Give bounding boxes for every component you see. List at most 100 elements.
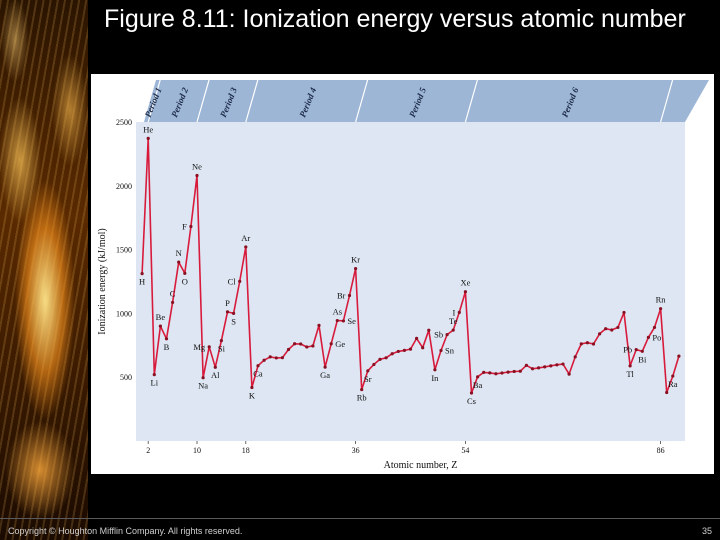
element-label: Br [337, 291, 346, 301]
data-point [451, 328, 455, 332]
data-point [262, 358, 266, 362]
data-point [219, 338, 223, 343]
data-point [396, 349, 400, 354]
data-point [585, 341, 589, 345]
period-divider [464, 79, 478, 123]
data-point [518, 369, 522, 373]
data-point [158, 324, 162, 328]
x-tick-label: 36 [352, 446, 360, 455]
data-point [555, 363, 559, 367]
x-tick-label: 86 [657, 446, 665, 455]
data-point [360, 387, 364, 392]
decorative-fire-image [0, 0, 88, 540]
period-divider [245, 79, 259, 123]
data-point [622, 310, 626, 315]
data-point [506, 370, 510, 374]
element-label: Te [449, 316, 458, 326]
data-point [616, 325, 620, 330]
element-label: H [139, 277, 145, 287]
period-divider [147, 79, 161, 123]
data-point [256, 364, 260, 368]
element-label: Ga [320, 370, 330, 380]
data-point [225, 310, 230, 314]
data-point [665, 390, 669, 395]
data-point [610, 328, 614, 332]
data-point [634, 348, 638, 352]
element-label: S [231, 316, 236, 326]
data-point [323, 365, 327, 369]
element-label: Pb [623, 345, 632, 355]
data-point [579, 342, 583, 346]
x-axis-label: Atomic number, Z [384, 460, 458, 471]
data-point [384, 356, 388, 360]
data-point [476, 375, 480, 379]
element-label: Li [151, 378, 159, 388]
element-label: Rn [656, 295, 667, 305]
data-point [250, 385, 254, 390]
data-point [671, 374, 675, 378]
element-label: K [249, 391, 256, 401]
data-point [213, 365, 217, 369]
element-label: Bi [638, 354, 647, 364]
data-point [140, 271, 144, 276]
data-point [317, 323, 321, 327]
data-point [189, 224, 193, 229]
data-point [530, 367, 535, 371]
x-tick-label: 18 [242, 446, 250, 455]
plot-area [136, 122, 685, 441]
data-point [573, 355, 577, 359]
element-label: Xe [460, 278, 470, 288]
data-point [604, 327, 608, 331]
data-point [305, 345, 309, 349]
data-point [427, 328, 431, 332]
element-label: Al [211, 370, 220, 380]
data-point [354, 267, 358, 271]
element-label: Mg [193, 342, 206, 352]
data-point [494, 372, 498, 376]
data-point [469, 391, 474, 395]
x-tick-label: 10 [193, 446, 201, 455]
footer-divider [0, 518, 720, 519]
page-number: 35 [701, 526, 712, 536]
data-point [445, 332, 449, 337]
element-label: Ar [241, 233, 250, 243]
element-label: In [431, 373, 439, 383]
data-point [274, 356, 278, 360]
data-point [463, 290, 467, 294]
period-band [144, 80, 709, 122]
element-label: Cs [467, 396, 476, 406]
data-point [286, 347, 291, 352]
element-label: Kr [351, 255, 360, 265]
data-point [677, 354, 681, 358]
data-point [299, 342, 303, 346]
data-point [561, 362, 565, 366]
data-point [402, 348, 406, 353]
slide-title: Figure 8.11: Ionization energy versus at… [104, 5, 686, 33]
element-label: Ge [335, 339, 345, 349]
element-label: F [182, 222, 187, 232]
element-label: Sr [364, 374, 372, 384]
element-label: Sn [445, 346, 455, 356]
element-label: Po [652, 332, 661, 342]
data-point [421, 346, 425, 350]
y-tick-label: 500 [120, 373, 132, 382]
element-label: N [176, 248, 182, 258]
y-tick-label: 2000 [116, 182, 132, 191]
data-point [177, 260, 181, 264]
element-label: Be [156, 312, 166, 322]
element-label: O [182, 276, 188, 286]
copyright-text: Copyright © Houghton Mifflin Company. Al… [8, 526, 243, 536]
data-point [537, 366, 541, 370]
data-point [293, 342, 297, 346]
data-point [195, 173, 199, 178]
data-point [280, 356, 284, 360]
element-label: Cl [228, 276, 237, 286]
data-point [659, 307, 663, 311]
data-point [524, 363, 528, 367]
element-label: B [164, 342, 170, 352]
data-point [591, 342, 596, 346]
data-point [378, 357, 382, 361]
element-label: Sb [434, 330, 443, 340]
data-point [598, 332, 602, 336]
data-point [207, 345, 211, 349]
